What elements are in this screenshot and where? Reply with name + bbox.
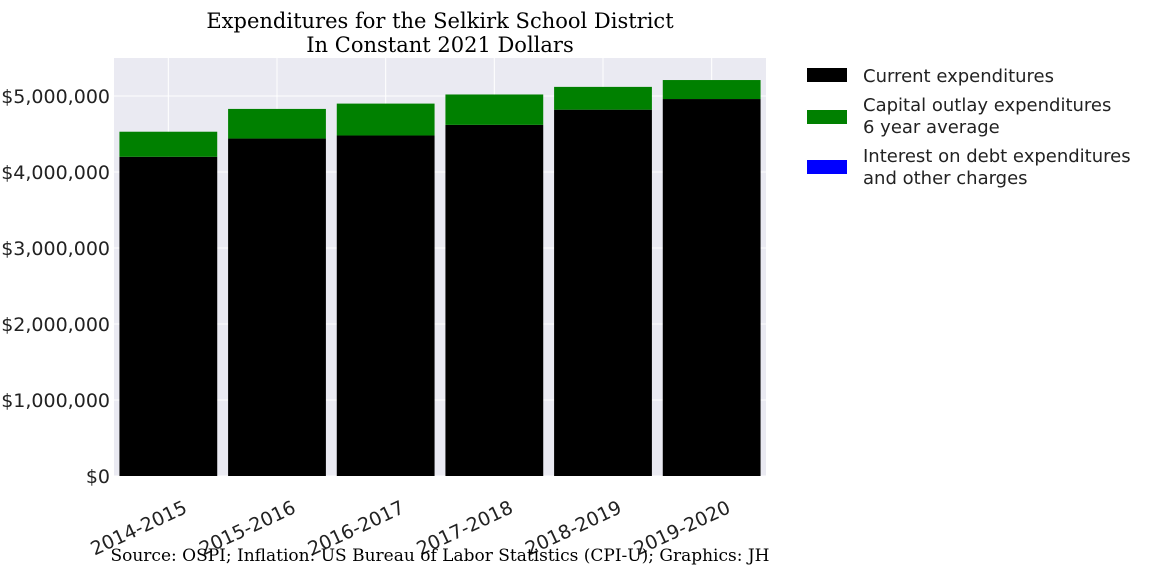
legend-swatch bbox=[807, 160, 847, 174]
y-tick-label: $3,000,000 bbox=[1, 238, 110, 260]
bar-segment bbox=[119, 131, 218, 157]
y-tick-label: $4,000,000 bbox=[1, 162, 110, 184]
bar-segment bbox=[554, 86, 652, 110]
bar-segment bbox=[336, 135, 435, 476]
legend-swatch bbox=[807, 68, 847, 82]
bar-segment bbox=[445, 124, 544, 476]
legend-swatch bbox=[807, 110, 847, 124]
legend: Current expenditures Capital outlay expen… bbox=[807, 66, 1131, 189]
legend-label: Interest on debt expenditures bbox=[863, 146, 1131, 167]
bar-segment bbox=[336, 103, 435, 136]
y-tick-label: $2,000,000 bbox=[1, 314, 110, 336]
bar-segment bbox=[228, 108, 326, 139]
bar-segment bbox=[119, 156, 218, 477]
chart-subtitle: In Constant 2021 Dollars bbox=[306, 33, 573, 57]
bar-layer bbox=[119, 80, 761, 477]
bar-segment bbox=[445, 94, 544, 125]
source-note: Source: OSPI; Inflation: US Bureau of La… bbox=[110, 546, 769, 566]
legend-label: 6 year average bbox=[863, 117, 1000, 138]
chart-title: Expenditures for the Selkirk School Dist… bbox=[206, 9, 674, 33]
legend-label: Current expenditures bbox=[863, 66, 1054, 87]
bar-segment bbox=[662, 99, 761, 476]
bar-segment bbox=[228, 138, 326, 476]
bar-segment bbox=[662, 80, 761, 100]
legend-label: Capital outlay expenditures bbox=[863, 95, 1111, 116]
y-tick-label: $5,000,000 bbox=[1, 86, 110, 108]
legend-label: and other charges bbox=[863, 168, 1028, 189]
plot-area bbox=[114, 58, 766, 476]
bar-segment bbox=[554, 109, 652, 477]
y-tick-label: $0 bbox=[86, 466, 110, 488]
y-tick-label: $1,000,000 bbox=[1, 390, 110, 412]
y-axis-ticks: $0 $1,000,000 $2,000,000 $3,000,000 $4,000,0… bbox=[1, 86, 110, 488]
